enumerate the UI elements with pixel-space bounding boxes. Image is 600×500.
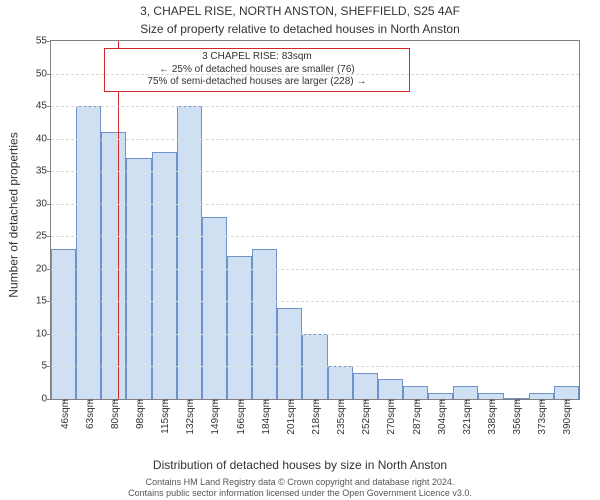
gridline xyxy=(51,139,579,140)
x-tick-label: 252sqm xyxy=(361,399,372,435)
chart-title-line1: 3, CHAPEL RISE, NORTH ANSTON, SHEFFIELD,… xyxy=(0,4,600,18)
x-tick-label: 80sqm xyxy=(110,399,121,429)
histogram-bar xyxy=(227,256,252,399)
gridline xyxy=(51,269,579,270)
x-tick-label: 287sqm xyxy=(412,399,423,435)
y-tick-label: 50 xyxy=(36,68,51,79)
x-tick-label: 390sqm xyxy=(562,399,573,435)
x-tick-label: 270sqm xyxy=(386,399,397,435)
histogram-bar xyxy=(554,386,579,399)
histogram-bar xyxy=(202,217,227,399)
credits: Contains HM Land Registry data © Crown c… xyxy=(0,477,600,498)
reference-line xyxy=(118,41,119,399)
y-tick-label: 25 xyxy=(36,231,51,242)
y-tick-label: 5 xyxy=(41,361,51,372)
y-tick-label: 40 xyxy=(36,133,51,144)
gridline xyxy=(51,204,579,205)
x-tick-label: 115sqm xyxy=(160,399,171,434)
histogram-bar xyxy=(277,308,302,399)
histogram-bar xyxy=(403,386,428,399)
gridline xyxy=(51,301,579,302)
plot-area: 3 CHAPEL RISE: 83sqm← 25% of detached ho… xyxy=(50,40,580,400)
histogram-bar xyxy=(126,158,151,399)
x-tick-label: 356sqm xyxy=(512,399,523,435)
y-tick-label: 55 xyxy=(36,36,51,47)
gridline xyxy=(51,366,579,367)
y-tick-label: 15 xyxy=(36,296,51,307)
x-tick-label: 201sqm xyxy=(286,399,297,435)
y-axis-label-text: Number of detached properties xyxy=(7,132,21,297)
x-tick-label: 149sqm xyxy=(210,399,221,435)
histogram-bar xyxy=(76,106,101,399)
gridline xyxy=(51,334,579,335)
x-tick-label: 235sqm xyxy=(336,399,347,435)
x-tick-label: 184sqm xyxy=(261,399,272,435)
histogram-bar xyxy=(378,379,403,399)
y-tick-label: 0 xyxy=(41,394,51,405)
gridline xyxy=(51,106,579,107)
y-axis-label: Number of detached properties xyxy=(6,0,22,430)
gridline xyxy=(51,236,579,237)
credits-line1: Contains HM Land Registry data © Crown c… xyxy=(0,477,600,487)
y-tick-label: 10 xyxy=(36,328,51,339)
histogram-bar xyxy=(353,373,378,399)
histogram-bar xyxy=(328,366,353,399)
histogram-bar xyxy=(453,386,478,399)
x-tick-label: 98sqm xyxy=(135,399,146,429)
x-axis-label: Distribution of detached houses by size … xyxy=(0,458,600,472)
x-tick-label: 304sqm xyxy=(437,399,448,435)
annotation-line: 3 CHAPEL RISE: 83sqm xyxy=(111,51,403,64)
histogram-bar xyxy=(252,249,277,399)
y-tick-label: 35 xyxy=(36,166,51,177)
x-tick-label: 373sqm xyxy=(537,399,548,435)
bars-layer xyxy=(51,41,579,399)
x-tick-label: 132sqm xyxy=(185,399,196,435)
x-tick-label: 46sqm xyxy=(60,399,71,429)
y-tick-label: 45 xyxy=(36,101,51,112)
x-tick-label: 166sqm xyxy=(236,399,247,435)
x-tick-label: 338sqm xyxy=(487,399,498,435)
y-tick-label: 30 xyxy=(36,198,51,209)
annotation-box: 3 CHAPEL RISE: 83sqm← 25% of detached ho… xyxy=(104,48,410,92)
chart-title-line2: Size of property relative to detached ho… xyxy=(0,22,600,36)
histogram-bar xyxy=(177,106,202,399)
chart-container: 3, CHAPEL RISE, NORTH ANSTON, SHEFFIELD,… xyxy=(0,0,600,500)
histogram-bar xyxy=(51,249,76,399)
y-tick-label: 20 xyxy=(36,263,51,274)
x-tick-label: 63sqm xyxy=(85,399,96,429)
histogram-bar xyxy=(152,152,177,399)
x-tick-label: 218sqm xyxy=(311,399,322,435)
annotation-line: 75% of semi-detached houses are larger (… xyxy=(111,76,403,89)
credits-line2: Contains public sector information licen… xyxy=(0,488,600,498)
gridline xyxy=(51,74,579,75)
gridline xyxy=(51,171,579,172)
x-tick-label: 321sqm xyxy=(462,399,473,435)
